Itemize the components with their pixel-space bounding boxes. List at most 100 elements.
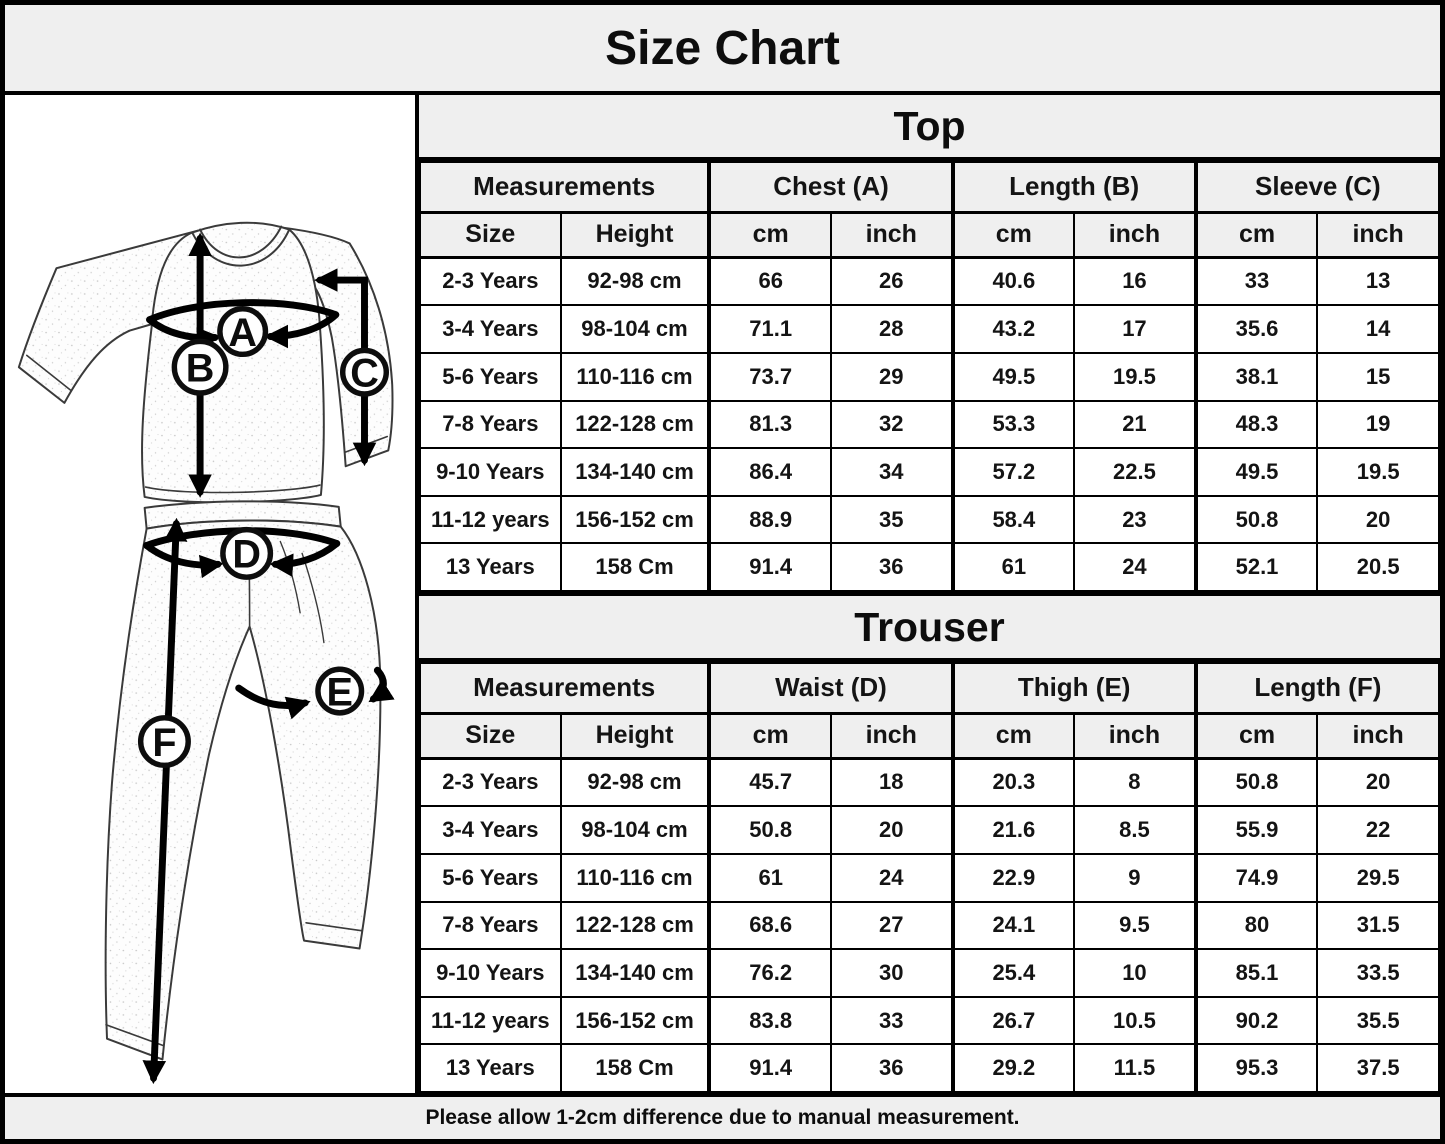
value-cell: 52.1	[1193, 542, 1319, 592]
top-table-wrap: Measurements Chest (A) Length (B) Sleeve…	[418, 161, 1441, 592]
label-a-circle	[217, 306, 269, 358]
label-f-circle	[137, 715, 191, 769]
value-cell: 58.4	[950, 494, 1076, 545]
value-cell: 18	[829, 756, 954, 808]
label-badge-a: A	[217, 306, 269, 358]
height-cell: 156-152 cm	[559, 995, 711, 1046]
size-cell: 3-4 Years	[419, 304, 562, 355]
table-row: 3-4 Years 98-104 cm 50.8 20 21.6 8.5 55.9 22	[419, 805, 1440, 856]
value-cell: 34	[829, 447, 954, 497]
table-row: 5-6 Years 110-116 cm 73.7 29 49.5 19.5 38.1 15	[419, 352, 1440, 402]
trouser-table-body: 2-3 Years 92-98 cm 45.7 18 20.3 8 50.8 20 3-4 Ye…	[419, 756, 1440, 1093]
measure-arrow-length-f	[142, 517, 188, 1085]
height-cell: 134-140 cm	[559, 447, 711, 497]
value-cell: 57.2	[950, 447, 1076, 497]
trouser-group-header-row: Measurements Waist (D) Thigh (E) Length …	[418, 662, 1441, 715]
value-cell: 76.2	[707, 948, 832, 998]
label-c-circle	[339, 347, 390, 397]
column-header-inch: inch	[1316, 211, 1440, 259]
value-cell: 29	[829, 352, 954, 402]
column-header-inch: inch	[1073, 211, 1197, 259]
value-cell: 23	[1073, 494, 1197, 545]
value-cell: 9	[1073, 853, 1197, 903]
height-cell: 110-116 cm	[559, 853, 711, 903]
table-row: 2-3 Years 92-98 cm 45.7 18 20.3 8 50.8 20	[419, 756, 1440, 808]
value-cell: 35.5	[1316, 995, 1440, 1046]
value-cell: 38.1	[1193, 352, 1319, 402]
value-cell: 24	[1073, 542, 1197, 592]
table-row: 7-8 Years 122-128 cm 68.6 27 24.1 9.5 80 31.5	[419, 900, 1440, 951]
height-cell: 92-98 cm	[559, 255, 711, 307]
height-cell: 98-104 cm	[559, 805, 711, 856]
value-cell: 50.8	[707, 805, 832, 856]
group-header-length: Length (B)	[950, 161, 1197, 214]
height-cell: 158 Cm	[559, 542, 711, 592]
value-cell: 20.5	[1316, 542, 1440, 592]
size-cell: 2-3 Years	[419, 756, 562, 808]
title-bar: Size Chart	[5, 5, 1440, 95]
height-cell: 158 Cm	[559, 1043, 711, 1093]
column-header-size: Size	[419, 211, 562, 259]
measure-arrow-chest-a-left	[146, 316, 221, 351]
value-cell: 14	[1316, 304, 1440, 355]
table-row: 13 Years 158 Cm 91.4 36 29.2 11.5 95.3 37.5	[419, 1043, 1440, 1093]
value-cell: 95.3	[1193, 1043, 1319, 1093]
size-cell: 2-3 Years	[419, 255, 562, 307]
trouser-sketch	[104, 500, 382, 1061]
column-header-cm: cm	[1193, 712, 1319, 760]
label-d-circle	[220, 526, 274, 580]
column-header-inch: inch	[1316, 712, 1440, 760]
value-cell: 20.3	[950, 756, 1076, 808]
value-cell: 91.4	[707, 1043, 832, 1093]
size-cell: 5-6 Years	[419, 853, 562, 903]
value-cell: 20	[1316, 756, 1440, 808]
value-cell: 10	[1073, 948, 1197, 998]
height-cell: 122-128 cm	[559, 399, 711, 450]
size-cell: 3-4 Years	[419, 805, 562, 856]
label-f-text: F	[152, 721, 176, 765]
trouser-table-title: Trouser	[854, 603, 1005, 650]
label-badge-e: E	[315, 666, 365, 716]
value-cell: 20	[1316, 494, 1440, 545]
label-badge-c: C	[339, 347, 390, 397]
column-header-cm: cm	[950, 712, 1076, 760]
column-header-inch: inch	[829, 712, 954, 760]
footer-note-bar: Please allow 1-2cm difference due to man…	[5, 1093, 1440, 1139]
value-cell: 43.2	[950, 304, 1076, 355]
page-title: Size Chart	[605, 21, 840, 75]
group-header-measurements: Measurements	[418, 662, 711, 715]
value-cell: 19.5	[1073, 352, 1197, 402]
table-row: 3-4 Years 98-104 cm 71.1 28 43.2 17 35.6 14	[419, 304, 1440, 355]
value-cell: 33.5	[1316, 948, 1440, 998]
value-cell: 19.5	[1316, 447, 1440, 497]
top-size-table: Measurements Chest (A) Length (B) Sleeve…	[418, 161, 1441, 592]
value-cell: 17	[1073, 304, 1197, 355]
table-row: 5-6 Years 110-116 cm 61 24 22.9 9 74.9 29.5	[419, 853, 1440, 903]
group-header-waist: Waist (D)	[707, 662, 954, 715]
value-cell: 48.3	[1193, 399, 1319, 450]
value-cell: 33	[829, 995, 954, 1046]
height-cell: 110-116 cm	[559, 352, 711, 402]
label-c-text: C	[350, 351, 379, 395]
label-e-text: E	[327, 670, 353, 714]
group-header-thigh: Thigh (E)	[950, 662, 1197, 715]
value-cell: 21.6	[950, 805, 1076, 856]
label-e-circle	[315, 666, 365, 716]
column-header-height: Height	[559, 211, 711, 259]
value-cell: 24	[829, 853, 954, 903]
height-cell: 92-98 cm	[559, 756, 711, 808]
column-header-size: Size	[419, 712, 562, 760]
diagram-label-badges: A B C D E	[137, 306, 390, 769]
top-table-title: Top	[893, 102, 966, 149]
value-cell: 25.4	[950, 948, 1076, 998]
label-b-text: B	[186, 346, 215, 390]
value-cell: 61	[707, 853, 832, 903]
value-cell: 29.2	[950, 1043, 1076, 1093]
column-header-cm: cm	[950, 211, 1076, 259]
value-cell: 30	[829, 948, 954, 998]
value-cell: 49.5	[950, 352, 1076, 402]
table-row: 2-3 Years 92-98 cm 66 26 40.6 16 33 13	[419, 255, 1440, 307]
top-table-banner: Top	[419, 95, 1440, 161]
column-header-inch: inch	[1073, 712, 1197, 760]
value-cell: 36	[829, 542, 954, 592]
